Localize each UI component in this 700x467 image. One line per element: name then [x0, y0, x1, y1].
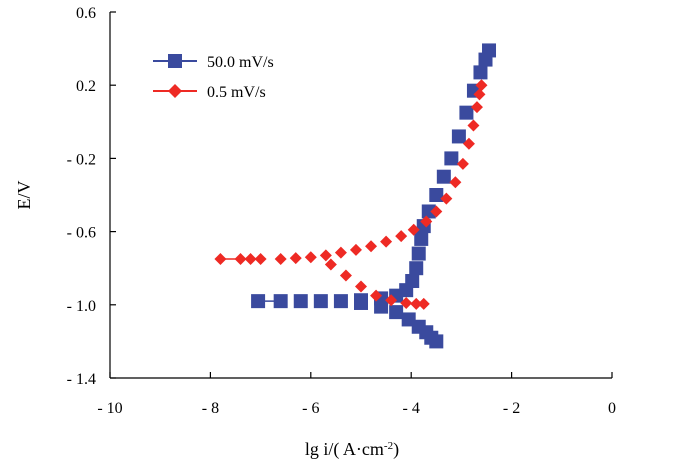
data-point — [421, 204, 436, 219]
data-point — [274, 253, 287, 266]
data-point — [429, 188, 444, 202]
data-point — [400, 296, 413, 309]
data-point — [411, 246, 426, 261]
legend-label-50mvs: 50.0 mV/s — [207, 54, 274, 71]
data-point — [436, 169, 451, 184]
data-point — [349, 243, 362, 256]
x-tick-label: 0 — [608, 400, 616, 417]
data-point — [414, 231, 429, 246]
data-point — [473, 65, 488, 80]
legend-label-05mvs: 0.5 mV/s — [207, 84, 266, 101]
y-tick-label: - 0.2 — [67, 151, 96, 168]
data-point — [405, 274, 420, 289]
data-series — [214, 43, 497, 349]
legend-marker-square — [168, 54, 182, 68]
data-point — [470, 101, 483, 114]
data-point — [456, 157, 469, 170]
data-point — [374, 299, 389, 314]
y-axis-title: E/V — [14, 181, 34, 210]
y-tick-label: - 1.0 — [67, 298, 96, 315]
data-point — [420, 215, 433, 228]
data-point — [409, 261, 424, 276]
data-point — [313, 294, 328, 309]
x-tick-label: - 6 — [302, 400, 319, 417]
x-axis-title-main: lg i/( A·cm — [305, 439, 384, 460]
data-point — [407, 223, 420, 236]
data-point — [370, 289, 383, 302]
data-point — [410, 297, 423, 310]
x-axis-title: lg i/( A·cm-2) — [305, 439, 399, 460]
data-point — [365, 240, 378, 253]
data-point — [462, 137, 475, 150]
data-point — [254, 253, 267, 266]
data-point — [473, 88, 486, 101]
y-tick-label: 0.2 — [76, 78, 96, 95]
data-point — [459, 105, 474, 120]
series-50mvs — [251, 43, 497, 349]
axes — [109, 12, 612, 379]
data-point — [339, 269, 352, 282]
x-tick-label: - 2 — [503, 400, 520, 417]
y-tick-label: - 0.6 — [67, 225, 96, 242]
legend-marker-diamond — [168, 84, 182, 98]
data-point — [444, 151, 459, 166]
data-point — [417, 297, 430, 310]
ticks: 0.6 0.2 - 0.2 - 0.6 - 1.0 - 1.4- 10 - 8 - 6 - 4 -… — [67, 5, 616, 417]
y-tick-label: 0.6 — [76, 5, 96, 22]
data-point — [430, 205, 443, 218]
series-05mvs — [214, 79, 488, 310]
legend: 50.0 mV/s 0.5 mV/s — [153, 54, 274, 101]
data-point — [467, 119, 480, 132]
data-point — [482, 43, 497, 58]
data-point — [385, 294, 398, 307]
data-point — [324, 258, 337, 271]
data-point — [429, 334, 444, 349]
x-axis-title-superscript: -2 — [384, 440, 393, 452]
data-point — [389, 305, 404, 320]
data-point — [273, 294, 288, 309]
x-tick-label: - 10 — [97, 400, 122, 417]
data-point — [451, 129, 466, 144]
data-point — [214, 253, 227, 266]
data-point — [334, 246, 347, 259]
data-point — [354, 295, 368, 310]
data-point — [244, 253, 257, 266]
data-point — [289, 252, 302, 265]
x-tick-label: - 8 — [202, 400, 219, 417]
x-axis-title-close: ) — [393, 439, 399, 460]
data-point — [355, 280, 367, 293]
data-point — [234, 253, 247, 266]
data-point — [475, 79, 488, 92]
data-point — [333, 294, 348, 309]
x-tick-label: - 4 — [403, 400, 420, 417]
data-point — [251, 294, 266, 309]
data-point — [293, 294, 308, 309]
data-point — [304, 251, 317, 264]
data-point — [440, 192, 453, 205]
data-point — [449, 176, 462, 189]
y-tick-label: - 1.4 — [67, 371, 96, 388]
data-point — [395, 230, 408, 243]
data-point — [380, 235, 393, 248]
data-point — [319, 249, 332, 262]
